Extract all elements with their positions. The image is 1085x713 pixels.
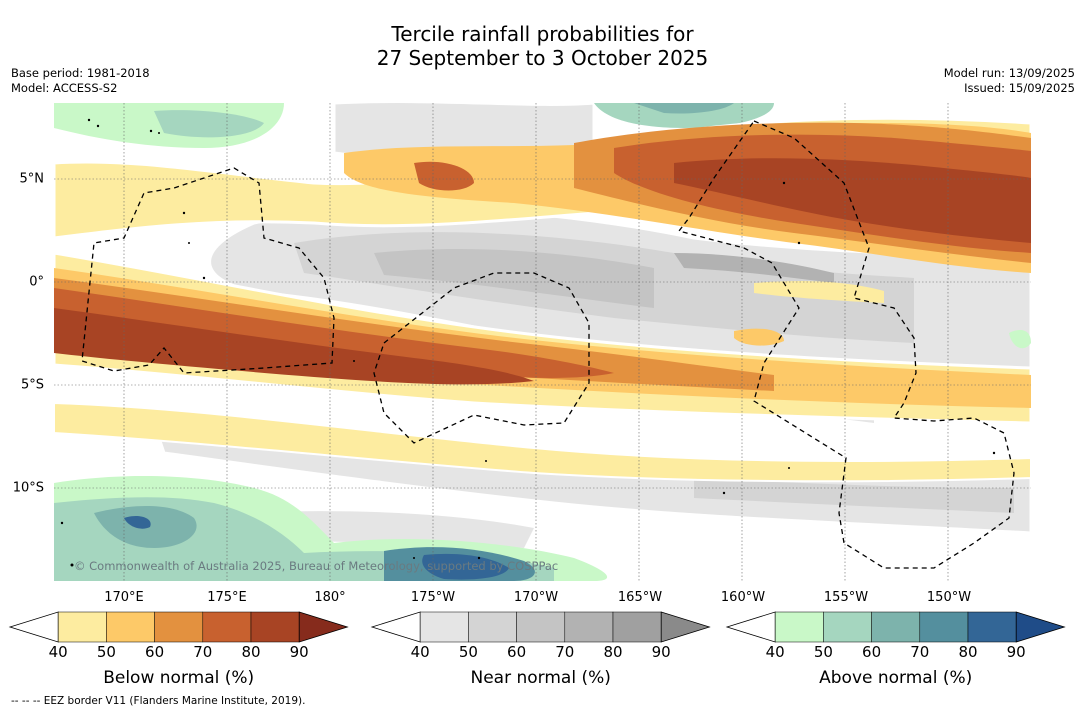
lon-label: 170°E <box>104 590 144 605</box>
title-line-2: 27 September to 3 October 2025 <box>376 46 709 70</box>
island-markers <box>60 118 996 567</box>
rainfall-map <box>54 103 1031 581</box>
colorbar-upper-arrow <box>298 611 349 643</box>
colorbar-tick-label: 80 <box>603 643 623 661</box>
colorbar-tick-label: 40 <box>765 643 785 661</box>
colorbar-tick-label: 90 <box>651 643 671 661</box>
colorbar-tick-label: 60 <box>145 643 165 661</box>
colorbar-tick-label: 50 <box>96 643 116 661</box>
colorbar-lower-arrow <box>8 611 59 643</box>
colorbar-segment <box>564 611 614 643</box>
colorbar-title: Below normal (%) <box>103 668 255 688</box>
colorbar-title: Near normal (%) <box>470 668 611 688</box>
colorbar-upper-arrow <box>660 611 711 643</box>
lon-label: 175°W <box>410 590 456 605</box>
colorbar-tick-label: 60 <box>507 643 527 661</box>
model-name: Model: ACCESS-S2 <box>11 81 118 95</box>
model-run: Model run: 13/09/2025 <box>943 66 1075 80</box>
colorbar-tick-label: 60 <box>862 643 882 661</box>
meta-right: Model run: 13/09/2025 Issued: 15/09/2025 <box>944 66 1075 96</box>
colorbar-tick-label: 80 <box>241 643 261 661</box>
colorbar-title: Above normal (%) <box>819 668 973 688</box>
lon-label: 165°W <box>617 590 663 605</box>
above-normal-regions <box>54 103 1031 581</box>
colorbar-tick-label: 70 <box>555 643 575 661</box>
colorbar-segment <box>202 611 252 643</box>
lon-label: 160°W <box>720 590 766 605</box>
colorbar-segment <box>154 611 204 643</box>
issued-date: Issued: 15/09/2025 <box>964 81 1075 95</box>
colorbar-segment <box>57 611 107 643</box>
colorbar-tick-label: 70 <box>910 643 930 661</box>
colorbar-tick-label: 90 <box>289 643 309 661</box>
colorbar-upper-arrow <box>1015 611 1066 643</box>
colorbar-tick-label: 40 <box>410 643 430 661</box>
colorbar-segment <box>919 611 969 643</box>
colorbar-segment <box>774 611 824 643</box>
lon-label: 150°W <box>926 590 972 605</box>
colorbars <box>8 611 1066 643</box>
lat-label: 5°S <box>20 377 44 393</box>
colorbar-segment <box>468 611 517 643</box>
colorbar-segment <box>250 611 300 643</box>
below-normal-regions <box>54 116 1031 483</box>
lat-label: 0° <box>29 274 44 290</box>
colorbar-tick-label: 50 <box>458 643 478 661</box>
colorbar-segment <box>823 611 872 643</box>
colorbar-1 <box>8 611 349 643</box>
lon-label: 175°E <box>207 590 247 605</box>
lat-label: 10°S <box>12 480 44 496</box>
colorbar-lower-arrow <box>725 611 776 643</box>
lon-label: 155°W <box>823 590 869 605</box>
colorbar-tick-label: 80 <box>958 643 978 661</box>
graticule <box>54 103 1031 581</box>
eez-borders <box>81 120 1015 569</box>
lon-label: 180° <box>314 590 346 605</box>
meta-left: Base period: 1981-2018 Model: ACCESS-S2 <box>11 66 150 96</box>
colorbar-tick-label: 70 <box>193 643 213 661</box>
base-period: Base period: 1981-2018 <box>11 66 150 80</box>
colorbar-tick-label: 90 <box>1006 643 1026 661</box>
lat-label: 5°N <box>19 171 45 187</box>
lon-label: 170°W <box>513 590 559 605</box>
colorbar-3 <box>725 611 1066 643</box>
colorbar-2 <box>370 611 711 643</box>
colorbar-lower-arrow <box>370 611 421 643</box>
colorbar-segment <box>967 611 1017 643</box>
colorbar-segment <box>612 611 662 643</box>
title-line-1: Tercile rainfall probabilities for <box>391 22 694 46</box>
colorbar-tick-label: 40 <box>48 643 68 661</box>
colorbar-segment <box>419 611 469 643</box>
colorbar-segment <box>516 611 566 643</box>
eez-legend-footer: -- -- -- EEZ border V11 (Flanders Marine… <box>11 695 306 707</box>
colorbar-segment <box>871 611 921 643</box>
colorbar-tick-label: 50 <box>813 643 833 661</box>
colorbar-segment <box>106 611 155 643</box>
copyright-notice: © Commonwealth of Australia 2025, Bureau… <box>74 559 559 573</box>
